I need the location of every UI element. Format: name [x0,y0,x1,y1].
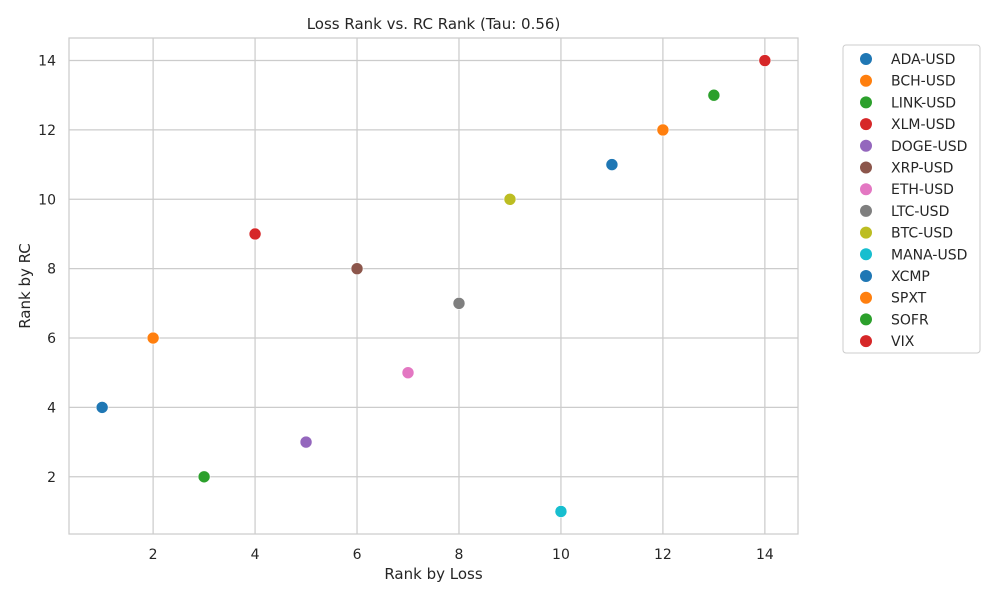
data-point [95,401,109,414]
legend-label: ADA-USD [891,52,955,68]
data-point [656,123,670,137]
x-axis-ticks: 2 4 6 8 10 12 14 [149,547,774,563]
legend-label: VIX [891,334,915,350]
legend-label: LTC-USD [891,204,949,220]
y-tick-label: 6 [47,331,56,347]
y-axis-label: Rank by RC [16,243,34,329]
legend-marker [860,291,872,304]
legend-marker [860,248,872,261]
legend-marker [860,270,872,282]
data-point [758,54,772,67]
data-point [452,297,466,310]
chart-title: Loss Rank vs. RC Rank (Tau: 0.56) [307,15,561,33]
legend-label: XLM-USD [891,117,955,133]
legend-label: BCH-USD [891,74,956,90]
legend-label: SPXT [891,291,927,307]
legend-marker [860,118,872,131]
legend-label: MANA-USD [891,247,967,263]
x-axis-label: Rank by Loss [384,565,482,583]
y-tick-label: 8 [47,262,56,278]
data-points [95,54,772,518]
y-tick-label: 4 [47,400,56,416]
y-axis-ticks: 2 4 6 8 10 12 14 [38,54,56,486]
data-point [707,88,721,102]
x-tick-label: 12 [654,547,672,563]
x-tick-label: 4 [251,547,260,563]
legend-label: ETH-USD [891,182,954,198]
legend-marker [860,139,872,152]
data-point [554,505,568,518]
data-point [299,435,313,449]
x-tick-label: 2 [149,547,158,563]
data-point [350,262,364,275]
legend-label: SOFR [891,312,929,328]
x-tick-label: 8 [455,547,464,563]
data-point [248,227,262,241]
legend-label: XCMP [891,269,930,285]
legend-label: LINK-USD [891,95,956,111]
data-point [605,158,619,171]
legend-marker [860,183,872,196]
legend: ADA-USD BCH-USD LINK-USD XLM-USD DOGE-USD XRP… [842,44,981,354]
legend-label: XRP-USD [891,161,953,177]
y-tick-label: 2 [47,470,56,486]
data-point [503,192,517,206]
legend-label: BTC-USD [891,226,953,242]
legend-marker [860,96,872,109]
legend-marker [860,74,872,87]
y-tick-label: 10 [38,192,56,208]
y-tick-label: 14 [38,54,56,70]
plot-area [69,38,798,534]
x-tick-label: 6 [353,547,362,563]
legend-entries: ADA-USD BCH-USD LINK-USD XLM-USD DOGE-USD XRP… [860,52,967,350]
data-point [401,366,415,380]
x-tick-label: 10 [552,547,570,563]
legend-marker [860,53,872,65]
plot-frame [68,37,799,535]
legend-marker [860,204,872,217]
grid-lines [69,38,798,534]
legend-label: DOGE-USD [891,139,967,155]
legend-frame [842,44,981,354]
x-tick-label: 14 [756,547,774,563]
y-tick-label: 12 [38,123,56,139]
legend-marker [860,161,872,174]
legend-marker [860,335,872,348]
data-point [146,331,160,345]
legend-marker [860,313,872,326]
data-point [197,470,211,484]
legend-marker [860,226,872,239]
